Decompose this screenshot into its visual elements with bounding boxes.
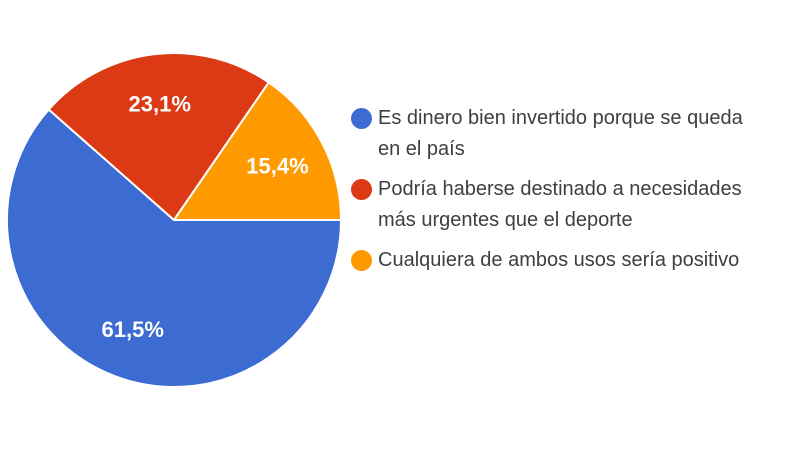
legend-item-label: Podría haberse destinado a necesidades m… [378, 178, 742, 231]
pie-chart: 61,5% 23,1% 15,4% [6, 52, 342, 388]
legend-item-label: Es dinero bien invertido porque se queda… [378, 107, 743, 160]
pie-slice-label-2: 15,4% [246, 153, 308, 178]
legend-color-dot [351, 179, 372, 200]
pie-slice-2 [173, 81, 342, 221]
chart-legend: Es dinero bien invertido porque se queda… [351, 103, 751, 276]
pie-slice-label-1: 23,1% [129, 92, 191, 117]
legend-item: Cualquiera de ambos usos sería positivo [351, 245, 751, 276]
legend-color-dot [351, 108, 372, 129]
legend-item-label: Cualquiera de ambos usos sería positivo [378, 249, 740, 271]
legend-color-dot [351, 250, 372, 271]
pie-slice-label-0: 61,5% [102, 317, 164, 342]
legend-item: Podría haberse destinado a necesidades m… [351, 174, 751, 236]
legend-item: Es dinero bien invertido porque se queda… [351, 103, 751, 165]
pie-slice-1 [47, 52, 270, 221]
pie-slice-0 [6, 108, 342, 388]
